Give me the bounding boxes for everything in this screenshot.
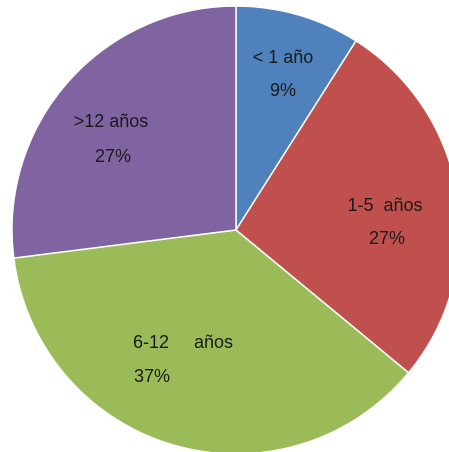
slice-value-label: 27% (95, 146, 131, 166)
pie-slice (235, 39, 449, 374)
slice-value-label: 9% (270, 80, 296, 100)
slice-label: 1-5 años (347, 195, 422, 215)
pie-slice (235, 5, 358, 233)
slice-label: < 1 año (253, 47, 314, 67)
pie-slice (12, 229, 410, 452)
slice-label: 6-12 años (133, 332, 233, 352)
slice-value-label: 37% (134, 366, 170, 386)
pie-slice (11, 5, 237, 259)
slice-value-label: 27% (369, 228, 405, 248)
slice-label: >12 años (74, 111, 149, 131)
